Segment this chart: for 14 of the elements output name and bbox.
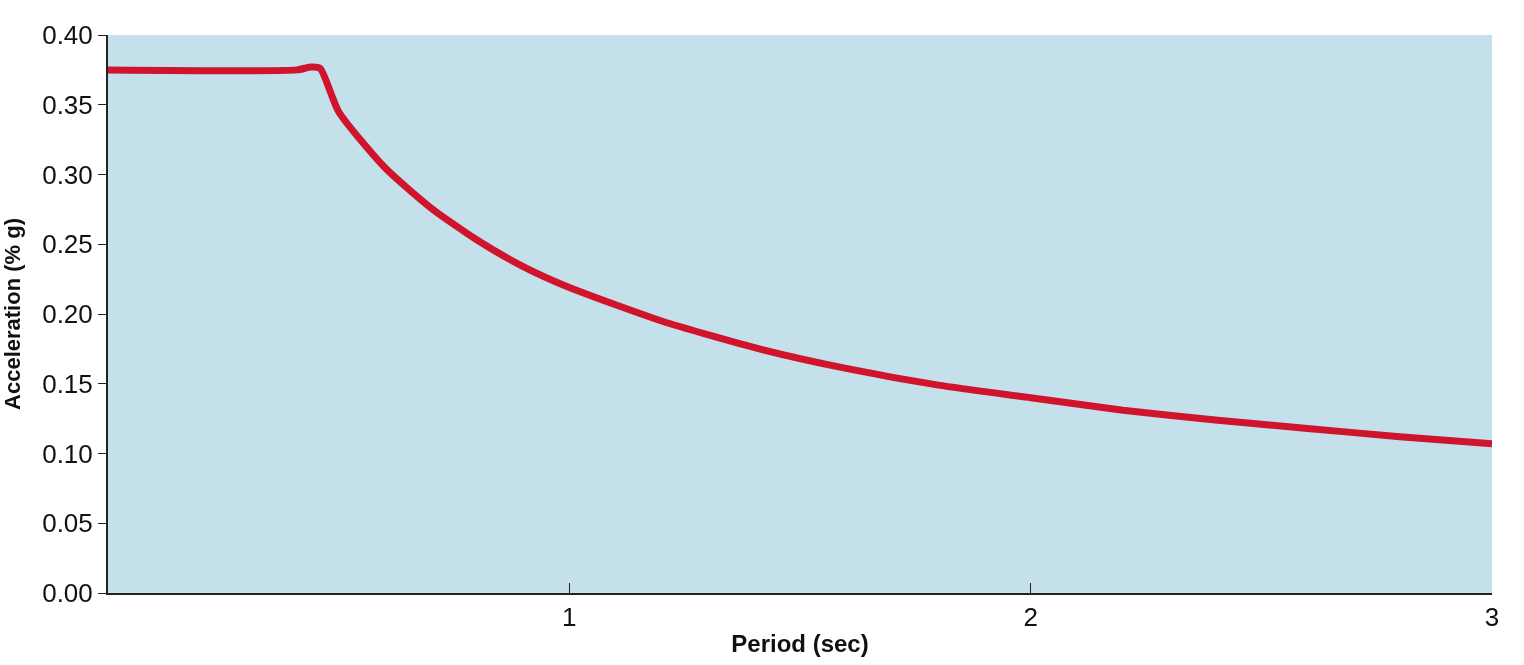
x-tick-label: 1	[562, 602, 577, 633]
x-tick-label: 3	[1484, 602, 1500, 633]
y-tick-label: 0.00	[42, 578, 93, 609]
x-tick-label: 2	[1023, 602, 1038, 633]
y-tick-label: 0.20	[42, 299, 93, 330]
x-axis-title: Period (sec)	[731, 630, 869, 657]
y-tick-label: 0.40	[42, 20, 93, 51]
y-tick-label: 0.35	[42, 89, 93, 120]
y-tick-label: 0.30	[42, 159, 93, 190]
y-tick-label: 0.15	[42, 368, 93, 399]
y-tick-label: 0.05	[42, 508, 93, 539]
y-axis-title: Acceleration (% g)	[0, 218, 26, 410]
y-tick-label: 0.25	[42, 229, 93, 260]
y-tick-label: 0.10	[42, 438, 93, 469]
